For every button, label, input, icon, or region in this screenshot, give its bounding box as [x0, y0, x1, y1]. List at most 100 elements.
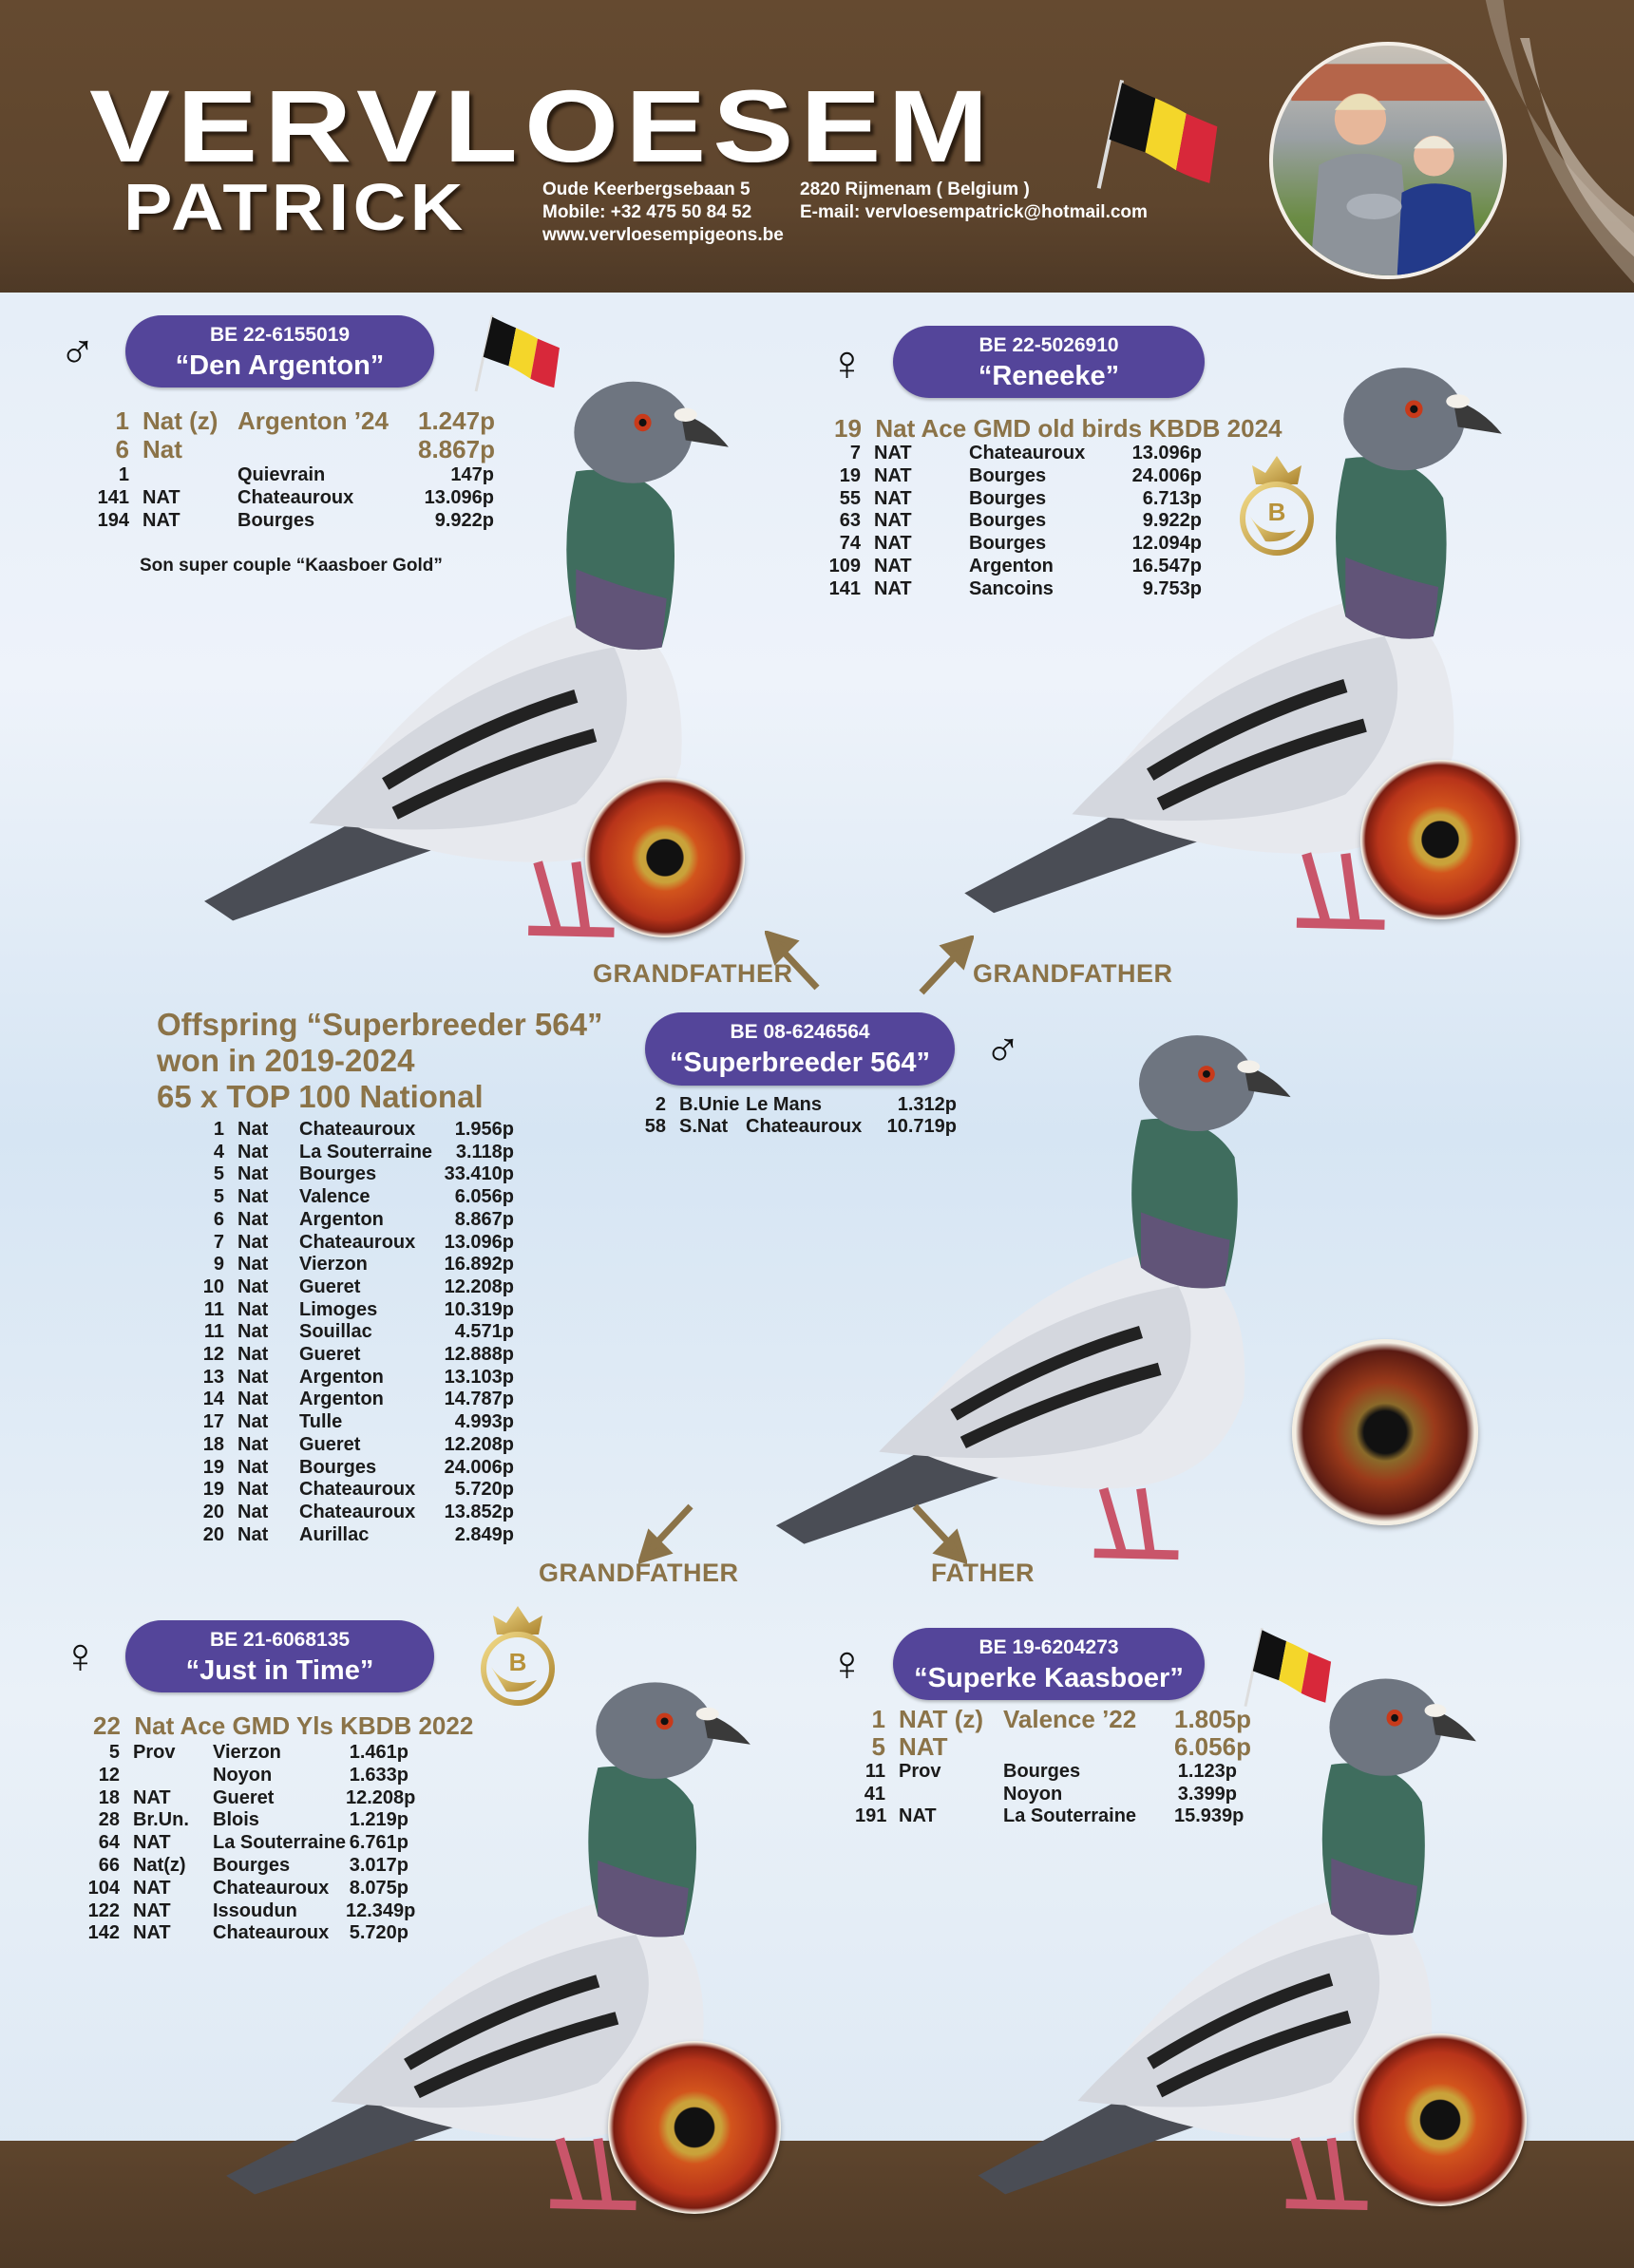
arrow-down-left-icon: [638, 1503, 694, 1564]
ring-number: BE 08-6246564: [730, 1021, 870, 1043]
mobile: Mobile: +32 475 50 84 52: [542, 202, 752, 222]
result-participants: 10.319p: [444, 1298, 514, 1320]
result-race: Le Mans: [746, 1094, 823, 1115]
result-row: 14 Nat Argenton 14.787p: [195, 1389, 514, 1411]
result-race: Chateauroux: [213, 1922, 330, 1944]
result-row: 5 Prov Vierzon 1.461p: [84, 1742, 408, 1765]
result-row: 19 Nat Bourges 24.006p: [195, 1457, 514, 1480]
result-category: Nat: [238, 1254, 269, 1276]
result-row: 12 Noyon 1.633p: [84, 1765, 408, 1787]
result-participants: 9.753p: [1142, 577, 1202, 599]
result-rank: 64: [98, 1832, 120, 1854]
result-participants: 147p: [450, 464, 494, 485]
result-participants: 12.888p: [444, 1344, 514, 1366]
achievement-headline: 19 Nat Ace GMD old birds KBDB 2024: [834, 414, 1282, 444]
pigeon-eye-image: [1360, 760, 1520, 919]
female-symbol-icon: ♀: [62, 1629, 99, 1684]
result-participants: 13.096p: [424, 487, 494, 508]
result-race: Vierzon: [213, 1742, 281, 1763]
female-symbol-icon: ♀: [828, 336, 865, 391]
result-category: S.Nat: [679, 1116, 729, 1137]
results-table: 2 B.Unie Le Mans 1.312p 58 S.Nat Chateauroux 10…: [641, 1094, 957, 1138]
result-category: NAT: [874, 464, 912, 486]
headline-rank: 19: [834, 414, 862, 443]
kbdb-ace-badge-icon: B: [1237, 448, 1317, 558]
result-race: Bourges: [299, 1456, 377, 1478]
female-symbol-icon: ♀: [828, 1636, 865, 1692]
result-race: Blois: [213, 1809, 259, 1831]
pigeon-name-pill: BE 08-6246564 “Superbreeder 564”: [645, 1012, 955, 1086]
result-race: Noyon: [213, 1764, 273, 1786]
pigeon-name: “Superbreeder 564”: [669, 1048, 930, 1078]
result-row: 122 NAT Issoudun 12.349p: [84, 1900, 416, 1923]
pigeon-name: “Superke Kaasboer”: [914, 1663, 1184, 1693]
website-link[interactable]: www.vervloesempigeons.be: [542, 225, 784, 245]
result-race: Bourges: [1003, 1761, 1081, 1782]
results-table: 1 NAT (z) Valence ’22 1.805p 5 NAT 6.056p 11 Pro…: [855, 1706, 1251, 1828]
result-category: NAT: [874, 555, 912, 576]
result-row: 19 Nat Chateauroux 5.720p: [195, 1479, 514, 1502]
result-category: Nat: [238, 1208, 269, 1230]
pigeon-head: [1329, 1678, 1442, 1776]
result-category: NAT: [899, 1805, 937, 1826]
result-category: NAT: [874, 443, 912, 463]
result-row: 1 Nat Chateauroux 1.956p: [195, 1119, 514, 1142]
result-row: 6 Nat Argenton 8.867p: [195, 1209, 514, 1232]
result-category: Nat: [238, 1389, 269, 1410]
male-symbol-icon: ♂: [59, 325, 96, 380]
result-row: 74 NAT Bourges 12.094p: [826, 533, 1202, 556]
belgian-flag-icon: [1089, 75, 1227, 191]
result-race: Argenton ’24: [238, 406, 389, 435]
result-participants: 6.056p: [454, 1186, 514, 1208]
ring-number: BE 21-6068135: [209, 1629, 351, 1651]
result-rank: 11: [203, 1321, 224, 1343]
result-participants: 10.719p: [886, 1116, 957, 1137]
pigeon-note: Son super couple “Kaasboer Gold”: [140, 556, 443, 576]
result-participants: 1.633p: [349, 1764, 408, 1786]
result-participants: 3.399p: [1177, 1783, 1237, 1805]
result-race: Bourges: [969, 464, 1047, 486]
result-race: Chateauroux: [299, 1231, 416, 1253]
result-race: La Souterraine: [213, 1832, 347, 1854]
result-participants: 12.208p: [444, 1433, 514, 1455]
result-race: Quievrain: [238, 464, 326, 485]
result-race: Gueret: [299, 1433, 361, 1455]
relation-label: FATHER: [931, 1559, 1035, 1587]
result-row: 141 NAT Sancoins 9.753p: [826, 578, 1202, 601]
result-participants: 16.547p: [1131, 555, 1202, 576]
result-rank: 5: [108, 1742, 120, 1763]
pigeon-image: [955, 340, 1541, 933]
pigeon-name: “Reneeke”: [978, 361, 1120, 391]
pigeon-legs: [550, 2137, 636, 2211]
result-race: Aurillac: [299, 1523, 370, 1545]
result-participants: 33.410p: [444, 1163, 514, 1185]
header: VERVLOESEM PATRICK Oude Keerbergsebaan 5…: [0, 0, 1634, 293]
result-category: NAT: [874, 577, 912, 599]
result-row: 18 NAT Gueret 12.208p: [84, 1786, 416, 1810]
result-category: Nat: [238, 1321, 269, 1343]
result-race: La Souterraine: [1003, 1805, 1137, 1826]
email-link[interactable]: E-mail: vervloesempatrick@hotmail.com: [800, 202, 1148, 222]
result-row: 55 NAT Bourges 6.713p: [826, 488, 1202, 511]
result-participants: 13.096p: [1131, 443, 1202, 463]
result-rank: 141: [97, 487, 129, 508]
result-row: 11 Nat Souillac 4.571p: [195, 1321, 514, 1344]
result-rank: 7: [849, 443, 861, 463]
pigeon-beak: [702, 1711, 750, 1745]
result-rank: 18: [98, 1786, 120, 1808]
male-symbol-icon: ♂: [984, 1023, 1021, 1078]
result-category: Prov: [133, 1742, 176, 1763]
result-race: Bourges: [969, 487, 1047, 509]
result-rank: 1: [118, 464, 129, 485]
achievement-headline: 22 Nat Ace GMD Yls KBDB 2022: [93, 1711, 473, 1741]
result-race: Chateauroux: [299, 1501, 416, 1522]
result-rank: 12: [202, 1344, 224, 1366]
result-rank: 6: [213, 1208, 224, 1230]
highlight-row: 5 NAT 6.056p: [855, 1733, 1251, 1761]
result-participants: 1.312p: [897, 1094, 957, 1115]
result-race: Bourges: [969, 533, 1047, 555]
result-participants: 24.006p: [1131, 464, 1202, 486]
result-row: 1 Quievrain 147p: [86, 463, 494, 486]
pigeon-name: “Just in Time”: [185, 1655, 374, 1686]
pigeon-image: [217, 1656, 788, 2213]
